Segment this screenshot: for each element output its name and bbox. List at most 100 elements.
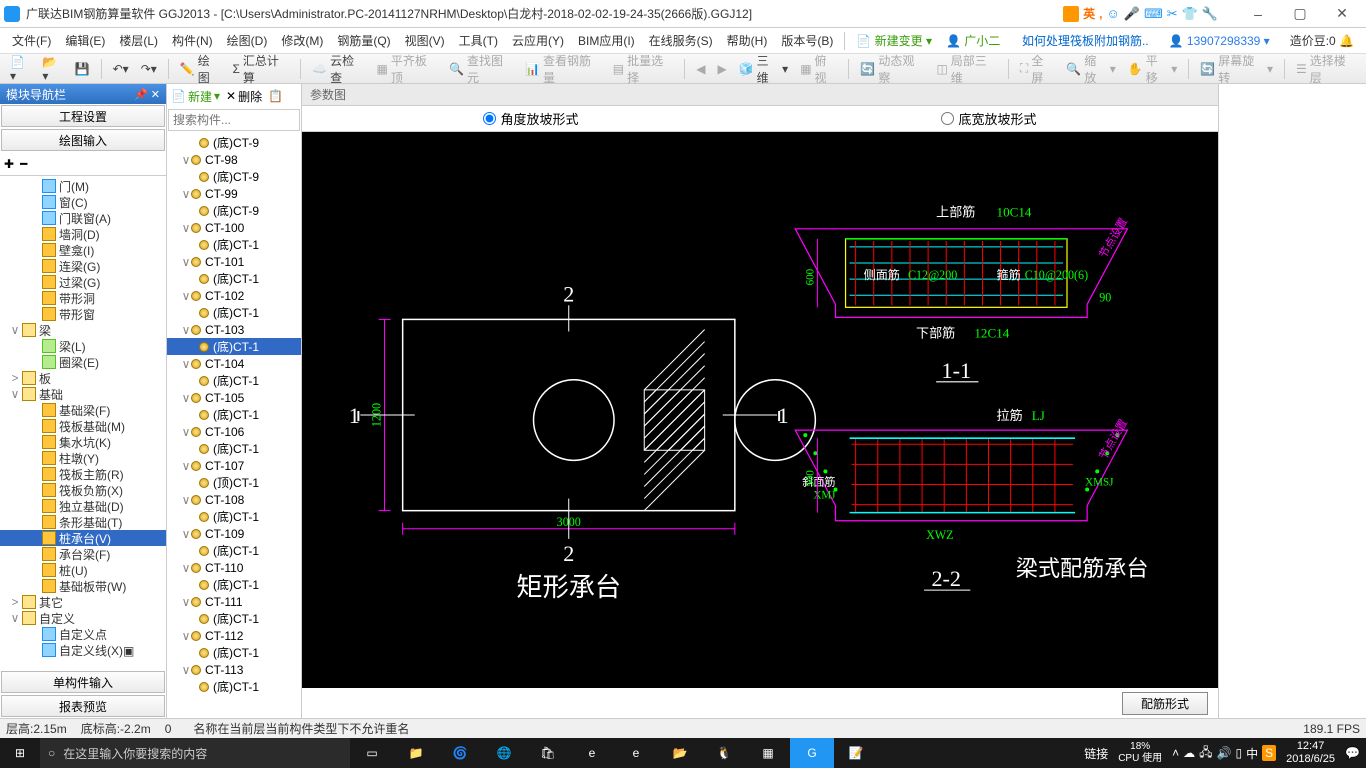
tree-item[interactable]: 基础板带(W) (0, 578, 166, 594)
menu-modify[interactable]: 修改(M) (275, 30, 329, 51)
start-button[interactable]: ⊞ (0, 746, 40, 760)
pin-icon[interactable]: 📌 ✕ (134, 88, 160, 101)
component-item[interactable]: ∨CT-106 (167, 423, 301, 440)
3d-button[interactable]: 🧊三维▾ (735, 50, 793, 88)
component-item[interactable]: (底)CT-9 (167, 202, 301, 219)
component-item[interactable]: (底)CT-1 (167, 508, 301, 525)
component-item[interactable]: ∨CT-104 (167, 355, 301, 372)
volume-icon[interactable]: 🔊 (1217, 746, 1232, 760)
rebar-form-button[interactable]: 配筋形式 (1122, 692, 1208, 715)
scissors-icon[interactable]: ✂ (1167, 6, 1178, 22)
tree-item[interactable]: 带形窗 (0, 306, 166, 322)
store-icon[interactable]: 🛍 (526, 738, 570, 768)
folder-icon[interactable]: 📁 (394, 738, 438, 768)
save-icon[interactable]: 💾 (71, 60, 94, 78)
tree-item[interactable]: 条形基础(T) (0, 514, 166, 530)
new-component-button[interactable]: 📄新建▾ (171, 88, 220, 105)
rotate-button[interactable]: 🔄屏幕旋转▾ (1196, 50, 1277, 88)
component-item[interactable]: (底)CT-1 (167, 406, 301, 423)
component-item[interactable]: (底)CT-1 (167, 270, 301, 287)
battery-icon[interactable]: ▯ (1235, 746, 1242, 760)
phone-label[interactable]: 👤 13907298339 ▾ (1163, 32, 1276, 50)
nav-tree[interactable]: 门(M)窗(C)门联窗(A)墙洞(D)壁龛(I)连梁(G)过梁(G)带形洞带形窗… (0, 176, 166, 670)
tree-item[interactable]: ∨自定义 (0, 610, 166, 626)
explorer-icon[interactable]: 📂 (658, 738, 702, 768)
tree-item[interactable]: >板 (0, 370, 166, 386)
find-element-button[interactable]: 🔍查找图元 (445, 50, 517, 88)
new-icon[interactable]: 📄▾ (6, 53, 34, 85)
ime-tray-icon[interactable]: 中 (1246, 745, 1258, 762)
option-angle-slope[interactable]: 角度放坡形式 (483, 109, 578, 128)
component-item[interactable]: (底)CT-1 (167, 338, 301, 355)
component-item[interactable]: (底)CT-1 (167, 576, 301, 593)
component-item[interactable]: ∨CT-112 (167, 627, 301, 644)
local-3d-button[interactable]: ◫ 局部三维 (932, 50, 1001, 88)
tree-item[interactable]: 墙洞(D) (0, 226, 166, 242)
zaojia-label[interactable]: 造价豆:0 🔔 (1284, 30, 1360, 51)
open-icon[interactable]: 📂▾ (38, 53, 66, 85)
component-item[interactable]: (底)CT-1 (167, 610, 301, 627)
component-tree[interactable]: (底)CT-9∨CT-98(底)CT-9∨CT-99(底)CT-9∨CT-100… (167, 132, 301, 718)
menu-online[interactable]: 在线服务(S) (643, 30, 719, 51)
tree-item[interactable]: 过梁(G) (0, 274, 166, 290)
menu-version[interactable]: 版本号(B) (775, 30, 839, 51)
component-item[interactable]: (底)CT-1 (167, 542, 301, 559)
redo-icon[interactable]: ↷▾ (137, 60, 161, 78)
undo-icon[interactable]: ↶▾ (109, 60, 133, 78)
component-item[interactable]: ∨CT-101 (167, 253, 301, 270)
menu-tools[interactable]: 工具(T) (453, 30, 504, 51)
sum-button[interactable]: Σ 汇总计算 (228, 50, 293, 88)
ime-lang[interactable]: 英 (1083, 5, 1095, 22)
menu-edit[interactable]: 编辑(E) (59, 30, 111, 51)
batch-select-button[interactable]: ▤ 批量选择 (609, 50, 678, 88)
link-label[interactable]: 链接 (1084, 745, 1108, 762)
component-item[interactable]: (底)CT-1 (167, 372, 301, 389)
fullscreen-button[interactable]: ⛶ 全屏 (1016, 50, 1058, 88)
app1-icon[interactable]: ▦ (746, 738, 790, 768)
component-item[interactable]: ∨CT-113 (167, 661, 301, 678)
component-item[interactable]: ∨CT-98 (167, 151, 301, 168)
component-item[interactable]: ∨CT-102 (167, 287, 301, 304)
mic-icon[interactable]: 🎤 (1124, 6, 1140, 22)
clock[interactable]: 12:472018/6/25 (1280, 740, 1341, 766)
menu-view[interactable]: 视图(V) (399, 30, 451, 51)
menu-floor[interactable]: 楼层(L) (113, 30, 164, 51)
component-item[interactable]: ∨CT-107 (167, 457, 301, 474)
component-item[interactable]: ∨CT-108 (167, 491, 301, 508)
maximize-button[interactable]: ▢ (1280, 2, 1320, 26)
task-view-icon[interactable]: ▭ (350, 738, 394, 768)
cloud-check-button[interactable]: ☁️云检查 (308, 50, 368, 88)
tree-item[interactable]: 柱墩(Y) (0, 450, 166, 466)
help-link[interactable]: 如何处理筏板附加钢筋.. (1016, 30, 1155, 51)
cpu-meter[interactable]: 18%CPU 使用 (1112, 741, 1168, 765)
tree-item[interactable]: 连梁(G) (0, 258, 166, 274)
orbit-button[interactable]: 🔄动态观察 (856, 50, 928, 88)
report-preview-button[interactable]: 报表预览 (1, 695, 165, 717)
expand-icon[interactable]: ✚ (4, 157, 14, 171)
pan-button[interactable]: ✋平移▾ (1124, 50, 1182, 88)
tree-item[interactable]: 带形洞 (0, 290, 166, 306)
tree-item[interactable]: 独立基础(D) (0, 498, 166, 514)
component-item[interactable]: ∨CT-111 (167, 593, 301, 610)
top-view-button[interactable]: ▦ 俯视 (796, 50, 841, 88)
delete-component-button[interactable]: ✕删除 (226, 88, 262, 105)
tree-item[interactable]: >其它 (0, 594, 166, 610)
tree-item[interactable]: 门(M) (0, 178, 166, 194)
option-width-slope[interactable]: 底宽放坡形式 (941, 109, 1036, 128)
component-item[interactable]: (底)CT-1 (167, 678, 301, 695)
component-item[interactable]: (顶)CT-1 (167, 474, 301, 491)
menu-file[interactable]: 文件(F) (6, 30, 57, 51)
component-item[interactable]: ∨CT-103 (167, 321, 301, 338)
component-item[interactable]: ∨CT-109 (167, 525, 301, 542)
component-item[interactable]: (底)CT-1 (167, 440, 301, 457)
edge-icon[interactable]: 🌐 (482, 738, 526, 768)
menu-cloud[interactable]: 云应用(Y) (506, 30, 570, 51)
tree-item[interactable]: 窗(C) (0, 194, 166, 210)
tree-item[interactable]: 桩(U) (0, 562, 166, 578)
ie-icon[interactable]: e (614, 738, 658, 768)
edge2-icon[interactable]: e (570, 738, 614, 768)
close-button[interactable]: ✕ (1322, 2, 1362, 26)
component-item[interactable]: ∨CT-100 (167, 219, 301, 236)
tree-item[interactable]: 桩承台(V) (0, 530, 166, 546)
cortana-search[interactable]: ○ 在这里输入你要搜索的内容 (40, 738, 350, 768)
